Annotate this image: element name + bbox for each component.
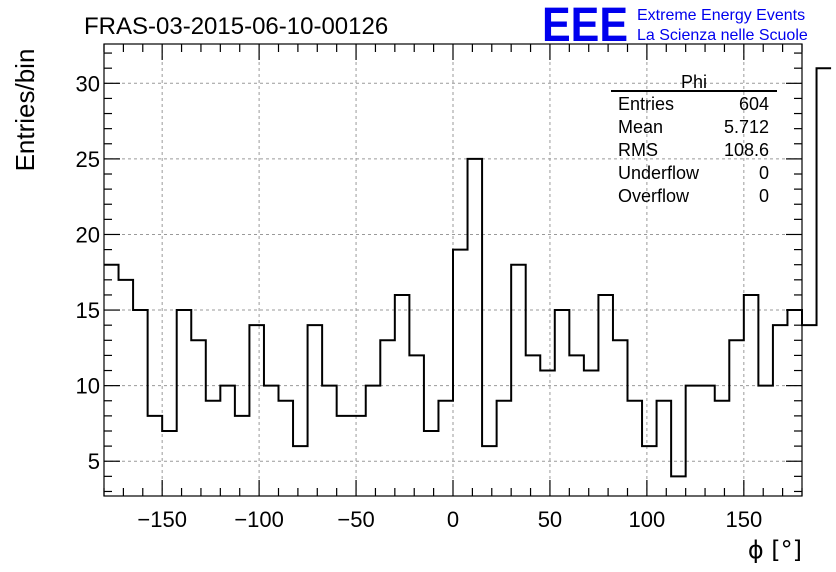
x-tick-label: 100 [629, 507, 666, 532]
chart-title: FRAS-03-2015-06-10-00126 [84, 13, 388, 40]
stats-row-label: RMS [618, 140, 658, 160]
stats-row-value: 5.712 [724, 117, 769, 137]
x-tick-label: −100 [234, 507, 284, 532]
histogram-outline [104, 67, 832, 478]
stats-row-label: Entries [618, 94, 674, 114]
stats-row-value: 108.6 [724, 140, 769, 160]
x-tick-label: 50 [538, 507, 562, 532]
y-tick-label: 5 [88, 449, 100, 474]
x-tick-label: −50 [337, 507, 374, 532]
stats-row-value: 0 [759, 186, 769, 206]
stats-box: Phi Entries 604 Mean 5.712 RMS 108.6 Underflow… [611, 72, 777, 206]
stats-row-value: 0 [759, 163, 769, 183]
eee-logo-line2: La Scienza nelle Scuole [637, 27, 808, 44]
y-tick-label: 10 [76, 374, 100, 399]
stats-row-label: Underflow [618, 163, 700, 183]
stats-row-value: 604 [739, 94, 769, 114]
x-tick-label: 0 [447, 507, 459, 532]
stats-row-label: Overflow [618, 186, 690, 206]
y-tick-label: 20 [76, 222, 100, 247]
y-tick-label: 25 [76, 147, 100, 172]
y-tick-labels: 5 10 15 20 25 30 [76, 71, 100, 474]
axis-ticks [103, 44, 803, 496]
y-tick-label: 30 [76, 71, 100, 96]
stats-box-title: Phi [681, 72, 707, 92]
stats-row-label: Mean [618, 117, 663, 137]
y-tick-label: 15 [76, 298, 100, 323]
eee-logo-mark: EEE [542, 0, 628, 52]
x-tick-labels: −150 −100 −50 0 50 100 150 [137, 507, 762, 532]
eee-logo-line1: Extreme Energy Events [637, 7, 805, 24]
x-tick-label: −150 [137, 507, 187, 532]
x-axis-label: ϕ [°] [748, 536, 802, 564]
y-axis-label: Entries/bin [10, 49, 40, 172]
x-tick-label: 150 [725, 507, 762, 532]
eee-logo: EEE Extreme Energy Events La Scienza nel… [542, 0, 808, 52]
